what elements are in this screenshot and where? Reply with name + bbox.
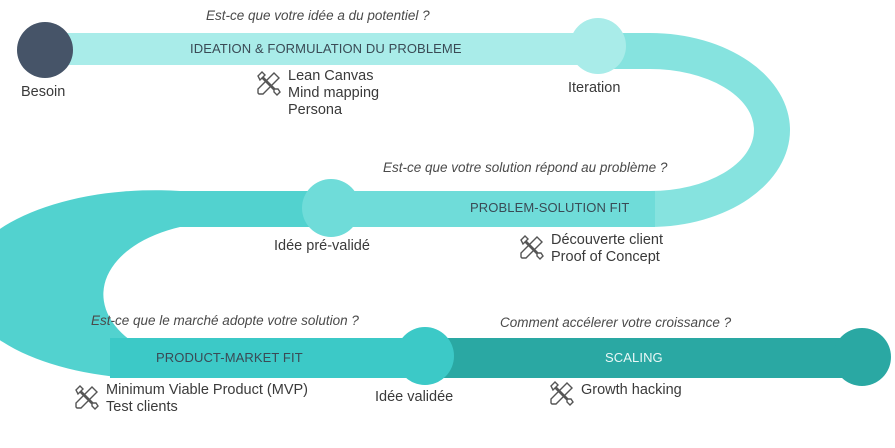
tool-item: Proof of Concept — [551, 249, 660, 265]
tool-item: Test clients — [106, 399, 178, 415]
stage-3-question: Est-ce que le marché adopte votre soluti… — [91, 313, 359, 328]
stage-2-title: PROBLEM-SOLUTION FIT — [470, 200, 630, 215]
stage-band-1 — [45, 33, 605, 65]
node-idee-pre-validee — [302, 179, 360, 237]
tool-item: Mind mapping — [288, 85, 380, 101]
tool-item: Découverte client — [551, 232, 664, 248]
stage-band-3 — [110, 338, 430, 378]
stage-4-title: SCALING — [605, 350, 663, 365]
stage-band-2 — [330, 191, 655, 227]
stage-2-tools: Découverte client Proof of Concept — [517, 232, 663, 266]
tool-item: Minimum Viable Product (MVP) — [106, 382, 308, 398]
tool-item: Lean Canvas — [288, 68, 374, 84]
node-label-idee-validee: Idée validée — [375, 389, 454, 405]
wrench-screwdriver-icon — [75, 385, 99, 410]
tool-item: Persona — [288, 102, 343, 118]
node-label-iteration: Iteration — [568, 80, 621, 96]
node-iteration — [570, 18, 626, 74]
node-label-besoin: Besoin — [21, 84, 66, 100]
wrench-screwdriver-icon — [520, 235, 544, 260]
stage-3-tools: Minimum Viable Product (MVP) Test client… — [72, 382, 308, 416]
road-curve-right — [600, 33, 790, 227]
stage-1-question: Est-ce que votre idée a du potentiel ? — [206, 8, 430, 23]
node-idee-validee — [396, 327, 454, 385]
stage-band-4 — [425, 338, 865, 378]
wrench-screwdriver-icon — [550, 381, 574, 406]
stage-1-title: IDEATION & FORMULATION DU PROBLEME — [190, 41, 462, 56]
stage-3-title: PRODUCT-MARKET FIT — [156, 350, 303, 365]
wrench-screwdriver-icon — [257, 71, 281, 96]
node-label-idee-pre-validee: Idée pré-validé — [274, 238, 370, 254]
stage-4-question: Comment accélerer votre croissance ? — [500, 315, 732, 330]
stage-1-tools: Lean Canvas Mind mapping Persona — [254, 68, 379, 119]
road-curve-left — [0, 190, 335, 378]
stage-4-tools: Growth hacking — [547, 378, 682, 408]
tool-item: Growth hacking — [581, 382, 682, 398]
stage-2-question: Est-ce que votre solution répond au prob… — [383, 160, 668, 175]
node-besoin — [17, 22, 73, 78]
node-end — [833, 328, 891, 386]
